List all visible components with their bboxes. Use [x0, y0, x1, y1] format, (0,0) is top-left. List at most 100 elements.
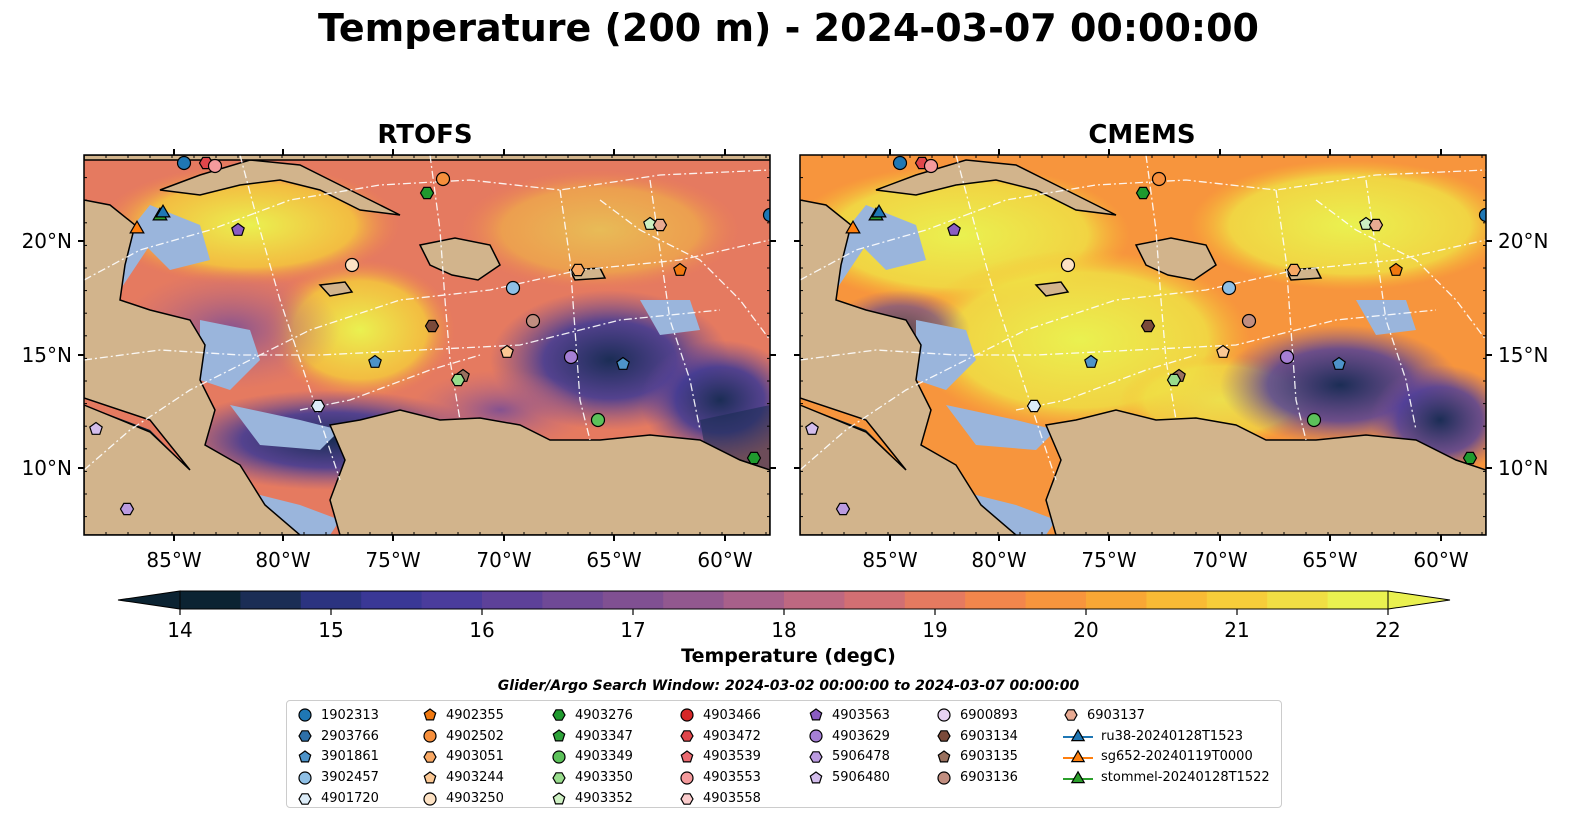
legend-label: 4903563 — [832, 707, 890, 723]
legend-circle-icon — [298, 771, 312, 785]
legend-entry: 2903766 — [297, 726, 379, 747]
lon-tick-label-left: 85°W — [146, 548, 201, 572]
legend-marker — [298, 708, 312, 722]
legend-marker — [937, 708, 951, 722]
legend-entry: 6903136 — [936, 767, 1018, 788]
legend-hexagon-icon — [552, 709, 566, 722]
legend-circle-icon — [680, 771, 694, 785]
legend-entry: 4902502 — [422, 726, 504, 747]
colorbar-tick-label: 21 — [1224, 618, 1249, 642]
lon-tick-label-left: 70°W — [476, 548, 531, 572]
legend-pentagon-icon — [423, 708, 437, 721]
legend-label: 5906480 — [832, 770, 890, 786]
colorbar-swatch — [723, 591, 785, 609]
legend-label: 4903349 — [575, 749, 633, 765]
float-marker-hexagon-icon — [1135, 186, 1151, 200]
legend-entry: ru38-20240128T1523 — [1063, 726, 1270, 747]
float-marker-circle-icon — [505, 280, 521, 296]
float-marker-hexagon-icon — [1140, 319, 1156, 333]
legend-marker — [680, 792, 694, 805]
legend-marker — [809, 771, 823, 784]
legend-marker — [937, 771, 951, 785]
float-marker-hexagon-icon — [419, 186, 435, 200]
legend-marker — [423, 751, 437, 763]
legend-marker — [552, 791, 566, 805]
float-marker-pentagon-icon — [1216, 344, 1230, 358]
panel-title-rtofs: RTOFS — [377, 120, 473, 150]
colorbar-extend-low — [117, 590, 181, 610]
colorbar-swatch — [300, 591, 362, 609]
warm-region — [460, 170, 740, 290]
float-marker-circle-icon — [1060, 257, 1076, 273]
legend-circle-icon — [809, 729, 823, 743]
lon-tick-label-left: 80°W — [255, 548, 310, 572]
legend-label: 6903136 — [960, 770, 1018, 786]
colorbar-swatch — [542, 591, 604, 609]
float-marker-circle-icon — [1241, 313, 1257, 329]
legend-label: 4903250 — [446, 791, 504, 807]
legend-marker — [937, 750, 951, 763]
colorbar-swatch — [1267, 591, 1329, 609]
legend-pentagon-icon — [298, 750, 312, 763]
legend-marker — [298, 771, 312, 785]
legend-entry: 4901720 — [297, 788, 379, 809]
colorbar-swatch — [482, 591, 543, 609]
legend-entry: 5906480 — [808, 767, 890, 788]
legend-label: 6903137 — [1087, 707, 1145, 723]
float-marker-circle-icon — [525, 313, 541, 329]
float-marker-circle-icon — [1151, 171, 1167, 187]
legend-entry: 4903350 — [551, 767, 633, 788]
legend-marker — [1063, 749, 1093, 763]
legend-label: 2903766 — [321, 728, 379, 744]
legend-hexagon-icon — [937, 730, 951, 742]
lat-tick-label-right: 15°N — [1498, 343, 1548, 367]
legend-marker — [809, 751, 823, 763]
land — [84, 155, 770, 535]
legend-hexagon-icon — [680, 730, 694, 742]
legend-marker — [552, 729, 566, 742]
lat-tick-label-right: 20°N — [1498, 229, 1548, 253]
colorbar-swatch — [602, 591, 664, 609]
legend-entry: stommel-20240128T1522 — [1063, 767, 1270, 788]
colorbar-tick-label: 15 — [318, 618, 343, 642]
figure-title: Temperature (200 m) - 2024-03-07 00:00:0… — [317, 6, 1259, 50]
cmems-map[interactable] — [790, 155, 1510, 535]
legend-label: 4903553 — [703, 770, 761, 786]
transect-lines — [800, 155, 1486, 481]
legend-marker — [298, 792, 312, 805]
legend-label: sg652-20240119T0000 — [1101, 749, 1253, 765]
legend-marker — [680, 730, 694, 742]
legend-marker — [1064, 709, 1078, 722]
float-marker-pentagon-icon — [1084, 354, 1098, 368]
legend-hexagon-icon — [1064, 709, 1078, 722]
legend-circle-icon — [937, 708, 951, 722]
legend-entry: 5906478 — [808, 747, 890, 768]
colorbar-tick-label: 16 — [469, 618, 494, 642]
float-marker-circle-icon — [923, 158, 939, 174]
legend-entry: 3901861 — [297, 747, 379, 768]
float-marker-pentagon-icon — [231, 222, 245, 236]
legend-entry: 6900893 — [936, 705, 1018, 726]
legend-pentagon-icon — [552, 791, 566, 805]
warm-region — [1190, 160, 1486, 290]
land — [800, 159, 1486, 535]
colorbar-swatch — [240, 591, 302, 609]
legend-hexagon-icon — [680, 792, 694, 805]
colorbar-tick-label: 14 — [167, 618, 192, 642]
float-marker-hexagon-icon — [1166, 373, 1182, 387]
legend-column: 6900893 6903134 6903135 6903136 — [936, 705, 1018, 788]
float-marker-hexagon-icon — [310, 399, 326, 413]
float-marker-circle-icon — [1478, 207, 1486, 223]
legend-label: 4903276 — [575, 707, 633, 723]
legend-marker — [298, 730, 312, 742]
legend-label: 3902457 — [321, 770, 379, 786]
lon-tick-label-right: 65°W — [1302, 548, 1357, 572]
legend-label: 4903558 — [703, 791, 761, 807]
legend-label: 6903135 — [960, 749, 1018, 765]
float-marker-hexagon-icon — [1368, 218, 1384, 232]
float-marker-triangle-icon — [845, 220, 861, 234]
rtofs-map[interactable] — [84, 155, 800, 535]
colorbar-swatch — [1206, 591, 1268, 609]
legend-label: 4902502 — [446, 728, 504, 744]
